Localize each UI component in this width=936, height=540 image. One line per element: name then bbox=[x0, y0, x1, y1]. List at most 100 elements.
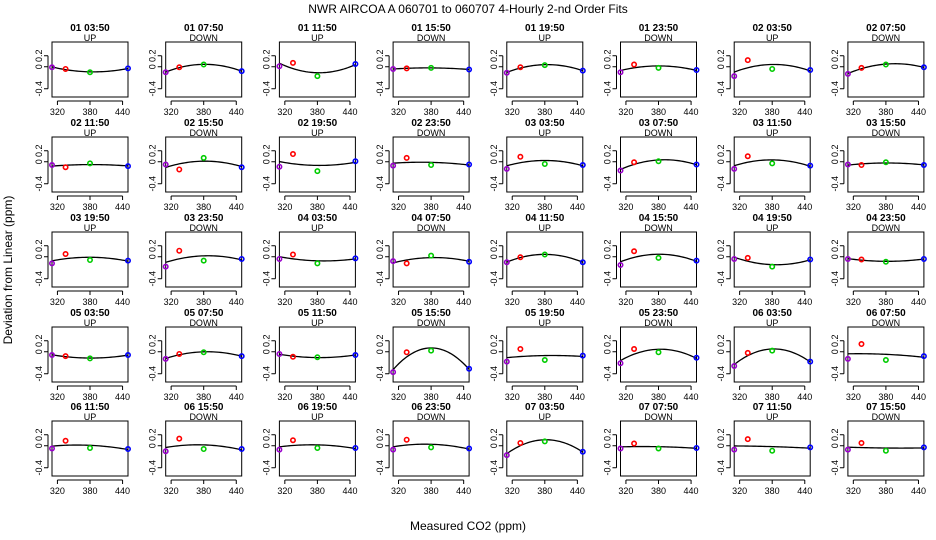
y-tick-label: -0.4 bbox=[375, 460, 385, 476]
panel-mode-label: UP bbox=[84, 33, 97, 43]
fit-curve bbox=[847, 353, 924, 358]
y-tick-label: 0.2 bbox=[603, 49, 613, 62]
x-tick-label: 380 bbox=[310, 392, 325, 402]
x-tick-label: 320 bbox=[277, 297, 292, 307]
data-point bbox=[579, 259, 586, 266]
x-tick-label: 380 bbox=[651, 107, 666, 117]
data-point bbox=[882, 159, 889, 166]
x-tick-label: 320 bbox=[505, 297, 520, 307]
y-tick-label: 0.2 bbox=[375, 239, 385, 252]
y-tick-label: 0 bbox=[716, 349, 726, 354]
x-tick-label: 380 bbox=[196, 486, 211, 496]
panel-mode-label: DOWN bbox=[189, 223, 218, 233]
plot-box bbox=[506, 326, 584, 383]
x-tick-label: 380 bbox=[537, 107, 552, 117]
data-point bbox=[352, 255, 359, 262]
y-tick-label: -0.4 bbox=[261, 366, 271, 382]
x-tick-label: 440 bbox=[570, 297, 585, 307]
data-point bbox=[238, 353, 245, 360]
y-tick-label: 0.2 bbox=[261, 428, 271, 441]
data-point bbox=[579, 67, 586, 74]
data-point bbox=[769, 160, 776, 167]
data-point bbox=[503, 165, 510, 172]
fit-curve bbox=[506, 253, 584, 263]
y-tick-label: 0 bbox=[148, 443, 158, 448]
y-tick-label: 0.2 bbox=[830, 144, 840, 157]
x-tick-label: 440 bbox=[456, 392, 471, 402]
x-tick-label: 380 bbox=[765, 486, 780, 496]
panel-title: 01 23:50 bbox=[639, 23, 679, 34]
data-point bbox=[62, 437, 69, 444]
x-tick-label: 440 bbox=[570, 486, 585, 496]
y-tick-label: -0.4 bbox=[261, 271, 271, 287]
data-point bbox=[503, 358, 510, 365]
data-point bbox=[200, 154, 207, 161]
y-tick-label: 0 bbox=[489, 443, 499, 448]
data-point bbox=[200, 446, 207, 453]
y-axis-label: Deviation from Linear (ppm) bbox=[1, 196, 15, 345]
y-tick-label: -0.4 bbox=[830, 176, 840, 192]
data-point bbox=[579, 352, 586, 359]
y-tick-label: -0.4 bbox=[375, 271, 385, 287]
data-point bbox=[541, 356, 548, 363]
panel-title: 01 03:50 bbox=[70, 23, 110, 34]
data-point bbox=[352, 444, 359, 451]
fit-curve bbox=[393, 67, 470, 71]
data-point bbox=[744, 57, 751, 64]
x-tick-label: 380 bbox=[196, 297, 211, 307]
x-tick-label: 380 bbox=[537, 202, 552, 212]
x-tick-label: 440 bbox=[115, 202, 130, 212]
data-point bbox=[503, 69, 510, 76]
x-tick-label: 440 bbox=[115, 297, 130, 307]
x-tick-label: 440 bbox=[229, 486, 244, 496]
data-point bbox=[693, 161, 700, 168]
y-tick-label: 0 bbox=[375, 349, 385, 354]
fit-curve bbox=[279, 62, 356, 74]
data-point bbox=[655, 64, 662, 71]
y-tick-label: -0.4 bbox=[261, 460, 271, 476]
data-point bbox=[390, 162, 397, 169]
panel-mode-label: DOWN bbox=[417, 33, 446, 43]
y-tick-label: -0.4 bbox=[261, 176, 271, 192]
data-point bbox=[807, 67, 814, 74]
x-tick-label: 320 bbox=[277, 392, 292, 402]
x-tick-label: 380 bbox=[424, 107, 439, 117]
data-point bbox=[62, 164, 69, 171]
x-tick-label: 440 bbox=[911, 202, 926, 212]
panel-title: 03 07:50 bbox=[639, 118, 679, 129]
plot-box bbox=[392, 41, 470, 98]
data-point bbox=[162, 69, 169, 76]
data-point bbox=[87, 444, 94, 451]
data-point bbox=[807, 358, 814, 365]
fit-curve bbox=[734, 445, 811, 449]
panel-mode-label: DOWN bbox=[872, 33, 901, 43]
x-tick-label: 320 bbox=[50, 392, 65, 402]
data-point bbox=[844, 70, 851, 77]
panel-mode-label: DOWN bbox=[189, 318, 218, 328]
data-point bbox=[289, 353, 296, 360]
panel-title: 02 11:50 bbox=[71, 118, 110, 129]
y-tick-label: 0 bbox=[375, 254, 385, 259]
plot-box bbox=[733, 231, 811, 288]
data-point bbox=[731, 165, 738, 172]
fit-curve bbox=[279, 160, 356, 167]
data-point bbox=[744, 153, 751, 160]
panel-mode-label: UP bbox=[539, 33, 552, 43]
fit-curve bbox=[165, 444, 242, 451]
panel-mode-label: UP bbox=[539, 223, 552, 233]
x-tick-label: 380 bbox=[878, 486, 893, 496]
data-point bbox=[617, 445, 624, 452]
plot-box bbox=[392, 326, 470, 383]
data-point bbox=[858, 341, 865, 348]
data-point bbox=[882, 356, 889, 363]
panel-title: 04 03:50 bbox=[298, 213, 338, 224]
y-tick-label: -0.4 bbox=[148, 81, 158, 97]
